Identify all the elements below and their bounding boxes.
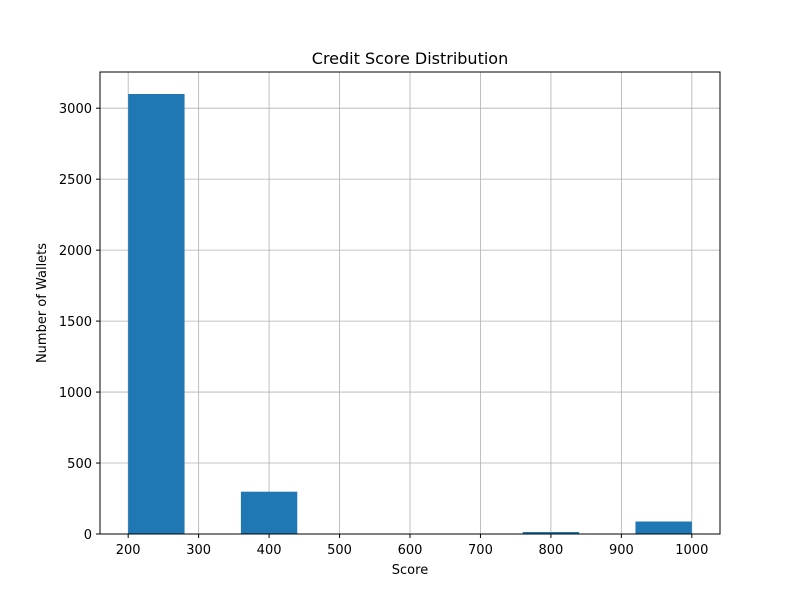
x-tick-label: 600 bbox=[398, 543, 423, 558]
y-tick-label: 0 bbox=[84, 528, 92, 543]
x-axis-label: Score bbox=[392, 563, 428, 578]
histogram-bars bbox=[128, 94, 692, 534]
y-axis-label: Number of Wallets bbox=[35, 243, 50, 363]
x-tick-label: 400 bbox=[257, 543, 282, 558]
x-tick-label: 700 bbox=[468, 543, 493, 558]
x-tick-label: 200 bbox=[116, 543, 141, 558]
x-tick-label: 1000 bbox=[675, 543, 708, 558]
histogram-bar bbox=[128, 94, 185, 534]
y-tick-label: 2500 bbox=[59, 173, 92, 188]
histogram-bar bbox=[522, 532, 580, 534]
x-tick-label: 300 bbox=[186, 543, 211, 558]
grid-lines bbox=[100, 72, 720, 535]
x-axis-ticks: 200 300 400 500 600 700 800 900 1000 bbox=[116, 534, 708, 558]
x-tick-label: 800 bbox=[538, 543, 563, 558]
chart-title: Credit Score Distribution bbox=[312, 49, 508, 68]
y-tick-label: 2000 bbox=[59, 244, 92, 259]
x-tick-label: 900 bbox=[609, 543, 634, 558]
y-tick-label: 1500 bbox=[59, 315, 92, 330]
x-tick-label: 500 bbox=[327, 543, 352, 558]
y-tick-label: 500 bbox=[67, 457, 92, 472]
histogram-bar bbox=[240, 491, 298, 534]
y-tick-label: 3000 bbox=[59, 102, 92, 117]
histogram-bar bbox=[635, 521, 692, 534]
y-axis-ticks: 0 500 1000 1500 2000 2500 3000 bbox=[59, 102, 100, 543]
y-tick-label: 1000 bbox=[59, 386, 92, 401]
